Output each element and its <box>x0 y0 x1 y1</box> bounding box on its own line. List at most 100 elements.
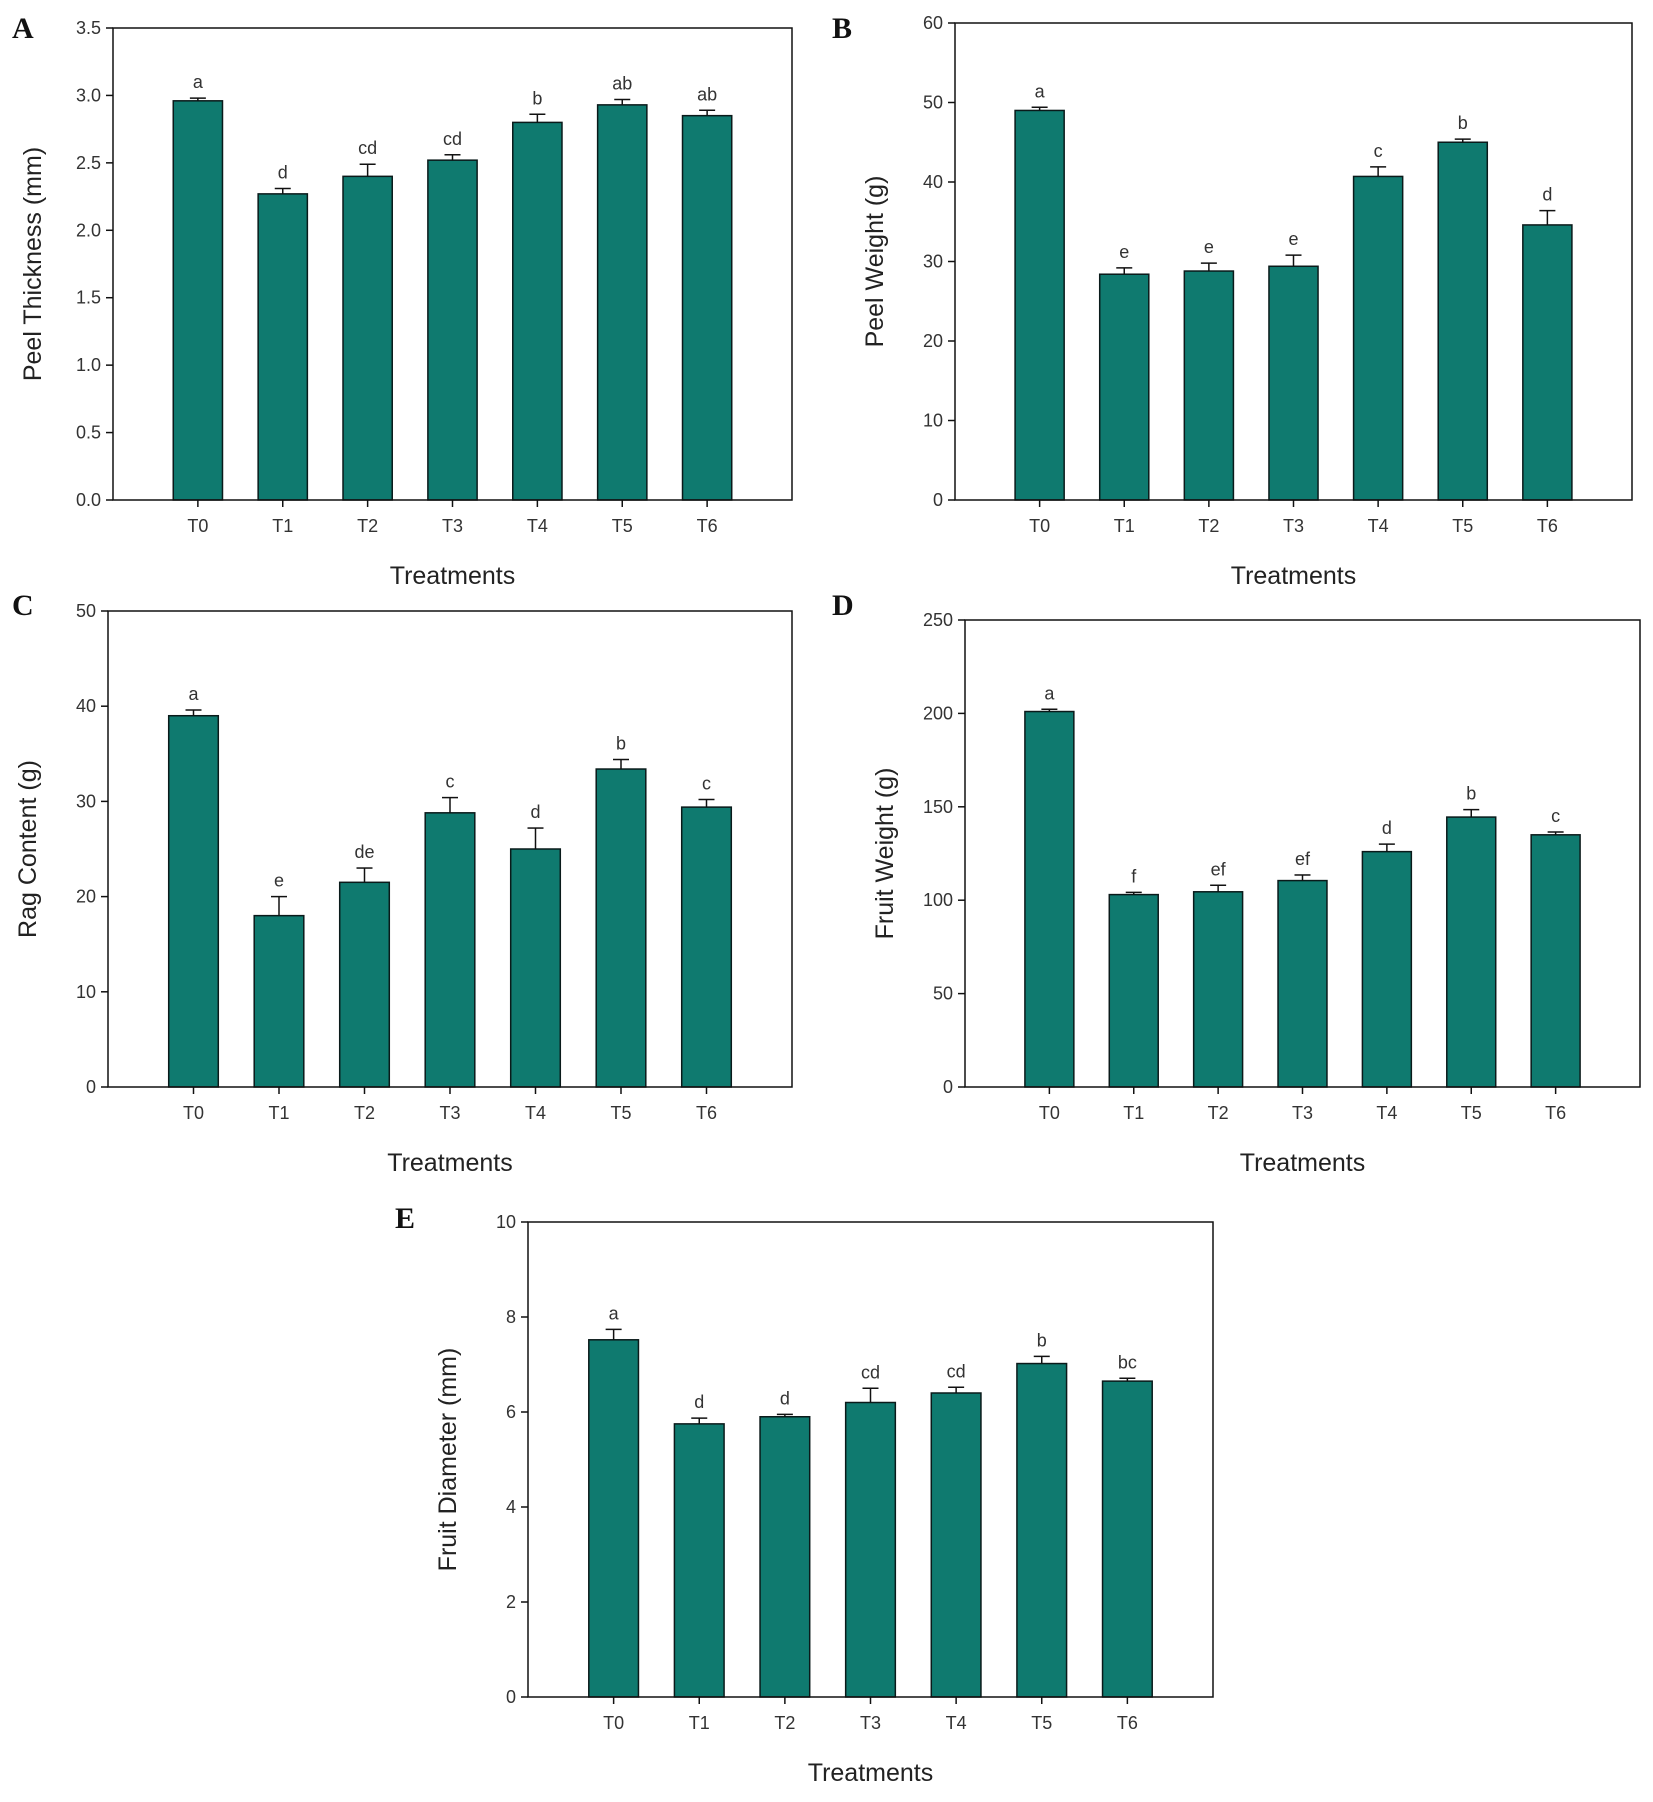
panel-e: Ea T0 d T1 d T2 cd T3 cd T4 b T5 bc T6 0 2 4 6 8 10 Treatmen… <box>395 1202 1214 1787</box>
y-tick-label: 50 <box>933 984 953 1004</box>
y-tick-label: 40 <box>76 696 96 716</box>
panel-letter: C <box>12 589 34 622</box>
panel-b: Ba T0 e T1 e T2 e T3 c T4 b T5 d T6 0 10 20 30 40 50 60 Treat… <box>832 12 1633 590</box>
sig-label: b <box>1466 784 1476 804</box>
y-axis-title: Rag Content (g) <box>14 760 42 938</box>
y-tick-label: 30 <box>923 252 943 272</box>
x-tick-label: T6 <box>1537 516 1558 536</box>
y-tick-label: 10 <box>496 1212 516 1232</box>
bar-t6 <box>680 806 733 1088</box>
bar-t3 <box>424 812 476 1088</box>
bar-t0 <box>588 1339 640 1698</box>
y-tick-label: 8 <box>506 1307 516 1327</box>
y-tick-label: 20 <box>76 887 96 907</box>
x-tick-label: T0 <box>1029 516 1050 536</box>
y-tick-label: 100 <box>923 890 953 910</box>
sig-label: cd <box>947 1361 966 1381</box>
bar-t3 <box>1277 879 1328 1088</box>
x-tick-label: T5 <box>1031 1713 1052 1733</box>
sig-label: c <box>1551 806 1560 826</box>
y-tick-label: 1.5 <box>76 288 101 308</box>
sig-label: c <box>702 773 711 793</box>
y-tick-label: 3.0 <box>76 85 101 105</box>
y-tick-label: 0 <box>933 490 943 510</box>
bar-t4 <box>509 848 562 1088</box>
x-tick-label: T0 <box>1039 1103 1060 1123</box>
y-tick-label: 3.5 <box>76 18 101 38</box>
sig-label: bc <box>1118 1352 1137 1372</box>
plot-frame <box>107 610 793 1088</box>
x-tick-label: T2 <box>357 516 378 536</box>
x-tick-label: T1 <box>1123 1103 1144 1123</box>
sig-label: b <box>1458 113 1468 133</box>
bar-t2 <box>1183 270 1235 501</box>
sig-label: e <box>1204 237 1214 257</box>
x-tick-label: T6 <box>697 516 718 536</box>
x-tick-label: T5 <box>1452 516 1473 536</box>
bar-t2 <box>1192 891 1244 1088</box>
sig-label: ef <box>1295 849 1311 869</box>
y-tick-label: 50 <box>76 601 96 621</box>
x-tick-label: T5 <box>610 1103 631 1123</box>
x-axis-title: Treatments <box>390 562 516 590</box>
y-tick-label: 0.5 <box>76 423 101 443</box>
y-tick-label: 30 <box>76 791 96 811</box>
sig-label: cd <box>358 138 377 158</box>
bar-t4 <box>1352 175 1404 501</box>
bar-t6 <box>681 114 733 501</box>
y-tick-label: 4 <box>506 1497 516 1517</box>
bar-t6 <box>1530 834 1581 1088</box>
y-tick-label: 0.0 <box>76 490 101 510</box>
sig-label: b <box>1037 1330 1047 1350</box>
y-tick-label: 10 <box>923 411 943 431</box>
bar-t4 <box>930 1392 982 1698</box>
sig-label: a <box>609 1303 620 1323</box>
y-tick-label: 250 <box>923 610 953 630</box>
plot-frame <box>112 27 793 501</box>
bar-t6 <box>1522 224 1573 501</box>
bar-t0 <box>167 714 220 1088</box>
y-tick-label: 0 <box>943 1077 953 1097</box>
panel-a: Aa T0 d T1 cd T2 cd T3 b T4 ab T5 ab T6 0.0 0.5 1.0 1.5 2.… <box>12 12 793 590</box>
plot-frame <box>527 1221 1214 1698</box>
bar-t4 <box>1361 850 1413 1088</box>
panel-letter: E <box>395 1202 415 1235</box>
x-tick-label: T1 <box>268 1103 289 1123</box>
x-tick-label: T4 <box>1368 516 1389 536</box>
y-tick-label: 2.0 <box>76 220 101 240</box>
y-tick-label: 10 <box>76 982 96 1002</box>
x-tick-label: T1 <box>1114 516 1135 536</box>
y-tick-label: 1.0 <box>76 355 101 375</box>
bar-t5 <box>596 104 648 501</box>
sig-label: c <box>1374 141 1383 161</box>
y-tick-label: 2 <box>506 1592 516 1612</box>
x-tick-label: T2 <box>1208 1103 1229 1123</box>
x-tick-label: T0 <box>603 1713 624 1733</box>
x-tick-label: T3 <box>1283 516 1304 536</box>
x-tick-label: T2 <box>1198 516 1219 536</box>
x-tick-label: T4 <box>525 1103 546 1123</box>
x-axis-title: Treatments <box>1240 1149 1366 1177</box>
y-tick-label: 2.5 <box>76 153 101 173</box>
bar-t6 <box>1101 1380 1153 1698</box>
bar-t1 <box>1098 273 1150 501</box>
panel-letter: A <box>12 12 34 45</box>
x-tick-label: T1 <box>689 1713 710 1733</box>
x-tick-label: T4 <box>1376 1103 1397 1123</box>
x-tick-label: T3 <box>442 516 463 536</box>
x-tick-label: T4 <box>527 516 548 536</box>
y-tick-label: 200 <box>923 703 953 723</box>
sig-label: d <box>694 1392 704 1412</box>
sig-label: de <box>354 842 374 862</box>
x-tick-label: T3 <box>1292 1103 1313 1123</box>
panel-d: Da T0 f T1 ef T2 ef T3 d T4 b T5 c T6 0 50 100 150 200 250 T… <box>832 589 1641 1177</box>
y-tick-label: 0 <box>506 1687 516 1707</box>
x-tick-label: T0 <box>183 1103 204 1123</box>
y-tick-label: 50 <box>923 93 943 113</box>
bar-t5 <box>1446 816 1497 1088</box>
x-tick-label: T2 <box>354 1103 375 1123</box>
bar-t1 <box>257 193 309 501</box>
bar-t0 <box>172 100 224 501</box>
x-tick-label: T2 <box>774 1713 795 1733</box>
